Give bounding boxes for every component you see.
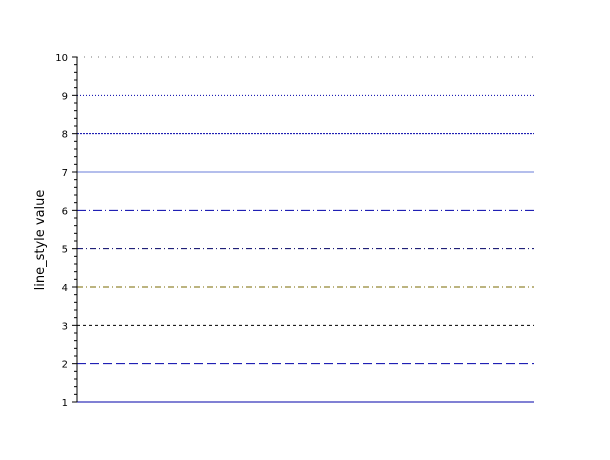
y-tick-label-4: 4 bbox=[62, 283, 68, 294]
series-lines bbox=[77, 56, 534, 403]
y-tick-label-1: 1 bbox=[62, 398, 68, 409]
y-tick-label-2: 2 bbox=[62, 360, 68, 371]
y-tick-label-9: 9 bbox=[62, 91, 68, 102]
y-tick-label-7: 7 bbox=[62, 168, 68, 179]
y-axis bbox=[72, 56, 78, 403]
y-tick-label-6: 6 bbox=[62, 206, 68, 217]
y-tick-label-8: 8 bbox=[62, 130, 68, 141]
y-axis-label: line_style value bbox=[33, 190, 48, 291]
y-tick-label-10: 10 bbox=[55, 53, 68, 64]
y-tick-label-3: 3 bbox=[62, 321, 68, 332]
y-tick-label-5: 5 bbox=[62, 245, 68, 256]
y-tick-labels: 1 2 3 4 5 6 7 8 9 10 bbox=[55, 53, 68, 409]
